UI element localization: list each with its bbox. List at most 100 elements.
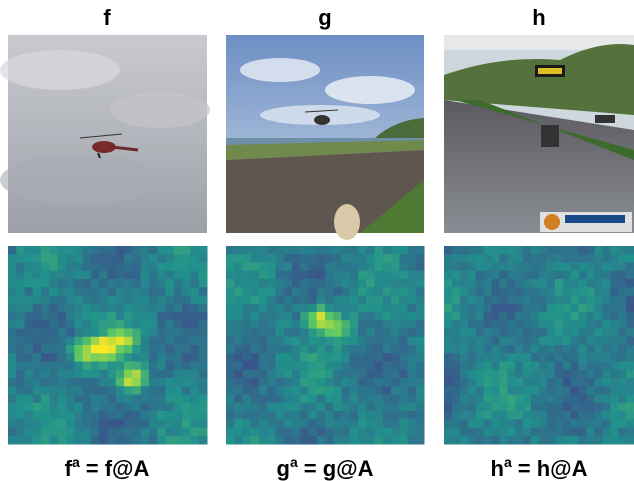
heatmap-cell (555, 296, 563, 305)
heatmap-cell (555, 304, 563, 313)
heatmap-cell (309, 395, 318, 404)
heatmap-cell (507, 411, 515, 420)
heatmap-cell (416, 304, 425, 313)
heatmap-cell (594, 263, 602, 272)
heatmap-cell (116, 395, 125, 404)
heatmap-cell (563, 419, 571, 428)
heatmap-cell (383, 428, 392, 437)
heatmap-cell (366, 378, 375, 387)
heatmap-cell (251, 395, 260, 404)
heatmap-cell (108, 353, 117, 362)
heatmap-cell (251, 304, 260, 313)
heatmap-cell (375, 386, 384, 395)
heatmap-cell (157, 378, 166, 387)
heatmap-cell (116, 329, 125, 338)
heatmap-cell (342, 279, 351, 288)
heatmap-cell (602, 296, 610, 305)
heatmap-cell (342, 271, 351, 280)
heatmap-cell (452, 254, 460, 263)
heatmap-cell (594, 428, 602, 437)
caption: ga= g@A (277, 454, 374, 481)
heatmap-cell (587, 296, 595, 305)
heatmap-cell (284, 329, 293, 338)
heatmap-cell (199, 353, 208, 362)
heatmap-cell (66, 386, 75, 395)
heatmap-cell (594, 362, 602, 371)
heatmap-cell (174, 403, 183, 412)
heatmap-cell (66, 279, 75, 288)
heatmap-cell (539, 362, 547, 371)
heatmap-cell (284, 403, 293, 412)
heatmap-cell (41, 428, 50, 437)
heatmap-cell (460, 411, 468, 420)
heatmap-cell (243, 436, 252, 445)
heatmap-cell (333, 263, 342, 272)
heatmap-cell (166, 419, 175, 428)
heatmap-cell (333, 353, 342, 362)
heatmap-cell (267, 312, 276, 321)
heatmap-cell (317, 254, 326, 263)
heatmap-cell (226, 428, 235, 437)
heatmap-cell (149, 411, 158, 420)
heatmap-cell (108, 312, 117, 321)
heatmap-cell (124, 312, 133, 321)
heatmap-cell (342, 370, 351, 379)
heatmap-cell (507, 312, 515, 321)
heatmap-cell (602, 411, 610, 420)
heatmap-cell (174, 271, 183, 280)
heatmap-cell (251, 279, 260, 288)
heatmap-cell (618, 312, 626, 321)
heatmap-cell (492, 411, 500, 420)
heatmap-cell (8, 337, 17, 346)
heatmap-cell (452, 353, 460, 362)
heatmap-cell (309, 411, 318, 420)
heatmap-cell (531, 337, 539, 346)
heatmap-cell (416, 329, 425, 338)
heatmap-cell (116, 312, 125, 321)
heatmap-cell (58, 403, 67, 412)
heatmap-cell (350, 386, 359, 395)
heatmap-cell (563, 312, 571, 321)
heatmap-cell (555, 403, 563, 412)
heatmap-cell (325, 246, 334, 255)
heatmap-cell (41, 395, 50, 404)
heatmap-cell (499, 287, 507, 296)
heatmap-cell (25, 386, 34, 395)
heatmap-cell (58, 246, 67, 255)
heatmap-cell (141, 428, 150, 437)
heatmap-cell (174, 312, 183, 321)
heatmap-cell (366, 304, 375, 313)
heatmap-cell (350, 411, 359, 420)
heatmap-cell (523, 337, 531, 346)
heatmap-cell (83, 329, 92, 338)
heatmap-cell (476, 428, 484, 437)
heatmap-cell (539, 436, 547, 445)
heatmap-cell (602, 246, 610, 255)
heatmap-cell (83, 287, 92, 296)
heatmap-cell (234, 411, 243, 420)
heatmap-cell (251, 386, 260, 395)
heatmap-cell (515, 329, 523, 338)
heatmap-cell (251, 370, 260, 379)
heatmap-cell (468, 370, 476, 379)
heatmap-cell (276, 254, 285, 263)
heatmap-cell (350, 337, 359, 346)
heatmap-cell (25, 246, 34, 255)
heatmap-cell (108, 345, 117, 354)
heatmap-cell (190, 411, 199, 420)
heatmap-cell (416, 353, 425, 362)
heatmap-cell (276, 353, 285, 362)
heatmap-cell (325, 353, 334, 362)
heatmap-cell (626, 263, 634, 272)
heatmap-cell (91, 370, 100, 379)
heatmap-cell (149, 304, 158, 313)
heatmap-cell (124, 279, 133, 288)
heatmap-cell (25, 353, 34, 362)
heatmap-cell (571, 296, 579, 305)
heatmap-cell (342, 353, 351, 362)
heatmap-cell (33, 395, 42, 404)
heatmap-cell (49, 254, 58, 263)
heatmap-cell (309, 378, 318, 387)
heatmap-cell (243, 254, 252, 263)
heatmap-cell (8, 304, 17, 313)
